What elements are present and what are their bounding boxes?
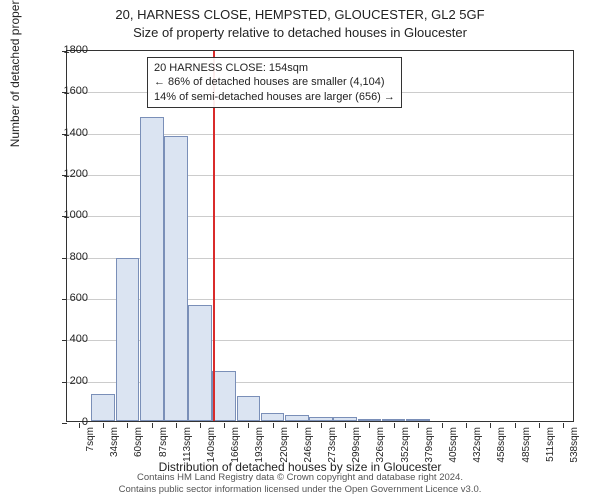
histogram-bar	[406, 419, 430, 421]
xtick-mark	[127, 423, 128, 428]
histogram-bar	[140, 117, 164, 421]
title-line-2: Size of property relative to detached ho…	[0, 24, 600, 42]
histogram-bar	[188, 305, 212, 421]
xtick-mark	[418, 423, 419, 428]
ytick-label: 200	[48, 375, 88, 387]
histogram-bar	[358, 419, 382, 421]
xtick-mark	[176, 423, 177, 428]
ytick-label: 1000	[48, 209, 88, 221]
xtick-mark	[466, 423, 467, 428]
annotation-box: 20 HARNESS CLOSE: 154sqm ← 86% of detach…	[147, 57, 402, 108]
annotation-line-3: 14% of semi-detached houses are larger (…	[154, 90, 395, 104]
ytick-label: 0	[48, 416, 88, 428]
xtick-mark	[200, 423, 201, 428]
xtick-mark	[152, 423, 153, 428]
ytick-label: 600	[48, 292, 88, 304]
xtick-mark	[442, 423, 443, 428]
ytick-label: 1400	[48, 127, 88, 139]
xtick-mark	[394, 423, 395, 428]
xtick-mark	[297, 423, 298, 428]
xtick-mark	[369, 423, 370, 428]
histogram-bar	[309, 417, 333, 421]
xtick-mark	[345, 423, 346, 428]
histogram-bar	[261, 413, 285, 421]
footer-line-2: Contains public sector information licen…	[0, 484, 600, 496]
histogram-bar	[212, 371, 236, 421]
xtick-mark	[224, 423, 225, 428]
ytick-label: 400	[48, 333, 88, 345]
histogram-bar	[116, 258, 140, 421]
xtick-mark	[539, 423, 540, 428]
annotation-line-2: ← 86% of detached houses are smaller (4,…	[154, 75, 395, 89]
title-line-1: 20, HARNESS CLOSE, HEMPSTED, GLOUCESTER,…	[0, 6, 600, 24]
footer-line-1: Contains HM Land Registry data © Crown c…	[0, 472, 600, 484]
ytick-label: 1600	[48, 85, 88, 97]
histogram-bar	[285, 415, 309, 421]
xtick-mark	[563, 423, 564, 428]
xtick-mark	[273, 423, 274, 428]
histogram-bar	[237, 396, 261, 421]
ytick-label: 1200	[48, 168, 88, 180]
histogram-bar	[164, 136, 188, 421]
histogram-bar	[333, 417, 357, 421]
xtick-mark	[321, 423, 322, 428]
xtick-mark	[515, 423, 516, 428]
footer-text: Contains HM Land Registry data © Crown c…	[0, 472, 600, 496]
annotation-line-1: 20 HARNESS CLOSE: 154sqm	[154, 61, 395, 75]
ytick-label: 800	[48, 251, 88, 263]
histogram-bar	[382, 419, 406, 421]
ytick-label: 1800	[48, 44, 88, 56]
histogram-chart: 7sqm34sqm60sqm87sqm113sqm140sqm166sqm193…	[66, 50, 574, 422]
xtick-mark	[248, 423, 249, 428]
xtick-mark	[490, 423, 491, 428]
y-axis-label: Number of detached properties	[8, 0, 22, 147]
xtick-mark	[103, 423, 104, 428]
histogram-bar	[91, 394, 115, 421]
